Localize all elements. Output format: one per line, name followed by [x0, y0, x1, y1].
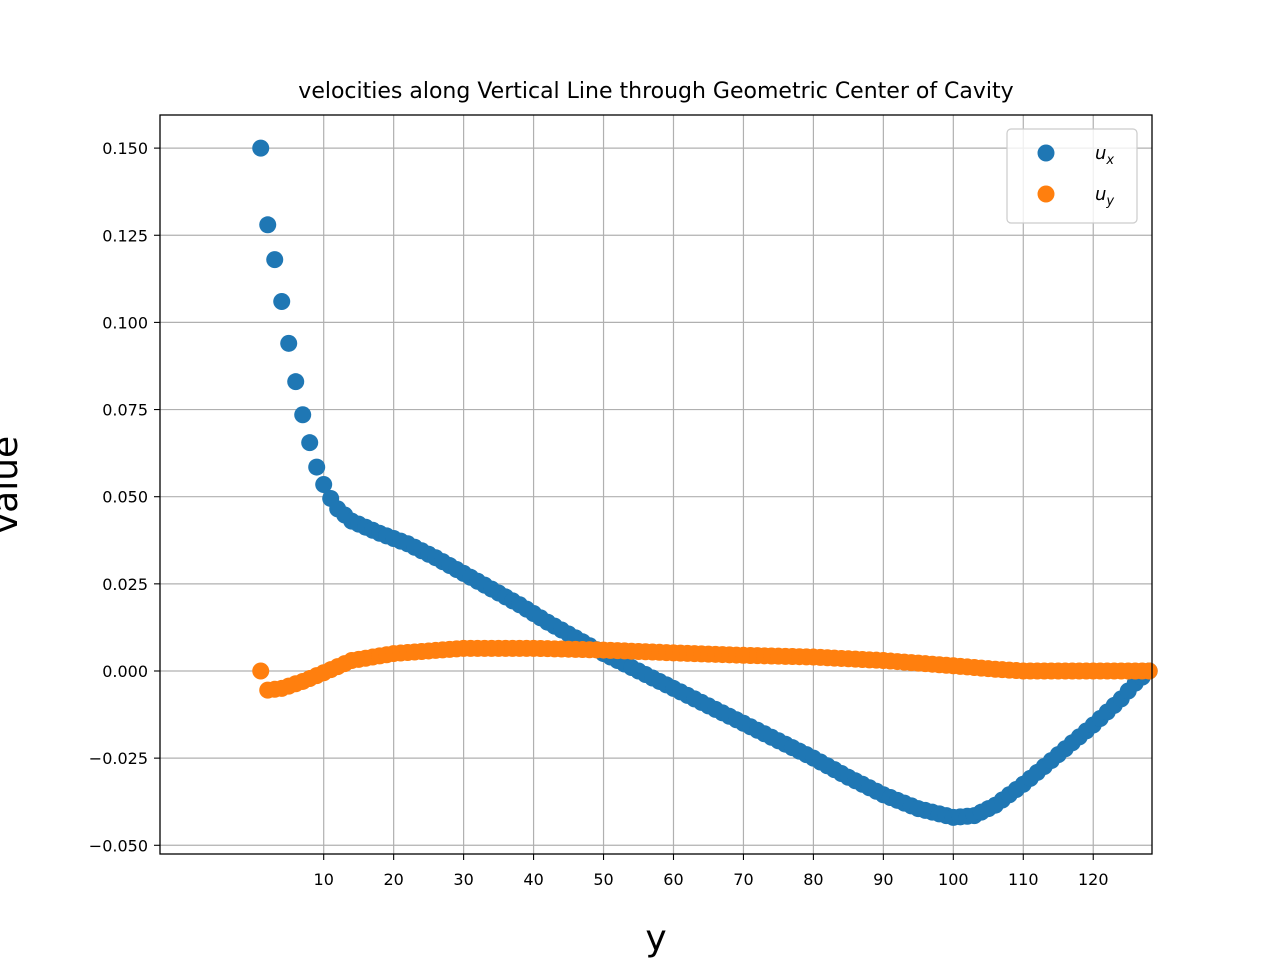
x-tick-label: 40	[523, 870, 543, 889]
y-tick-label: 0.100	[102, 313, 148, 332]
x-axis-label: y	[645, 918, 666, 959]
data-point-u_x	[280, 334, 298, 352]
data-point-u_x	[287, 373, 305, 391]
y-tick-label: 0.025	[102, 575, 148, 594]
data-point-u_x	[315, 476, 333, 493]
x-tick-label: 80	[803, 870, 823, 889]
legend: ux uy	[1006, 128, 1138, 224]
x-tick-label: 120	[1078, 870, 1109, 889]
x-tick-label: 90	[873, 870, 893, 889]
y-tick-label: −0.025	[89, 749, 148, 768]
x-tick-label: 50	[593, 870, 613, 889]
legend-label-u_y: uy	[1095, 184, 1114, 209]
legend-box	[1006, 128, 1138, 224]
x-tick-label: 10	[314, 870, 334, 889]
data-point-u_x	[266, 251, 284, 269]
y-tick-label: 0.125	[102, 226, 148, 245]
x-tick-label: 60	[663, 870, 683, 889]
series-layer	[252, 139, 1158, 826]
data-point-u_y	[252, 662, 270, 680]
y-axis-label: value	[0, 436, 26, 534]
legend-label-u_x: ux	[1095, 143, 1114, 168]
x-tick-label: 110	[1008, 870, 1039, 889]
y-tick-label: 0.150	[102, 139, 148, 158]
y-tick-label: 0.075	[102, 401, 148, 420]
plot-frame	[159, 114, 1153, 855]
y-tick-label: 0.050	[102, 488, 148, 507]
ticks: 10 20 30 40 50 60 70 80 90 100 110 120 −0.050 −0.025 0…	[89, 139, 1109, 889]
data-point-u_y	[1140, 662, 1158, 680]
series-u_y	[252, 639, 1158, 699]
y-tick-label: −0.050	[89, 836, 148, 855]
data-point-u_x	[273, 292, 291, 310]
data-point-u_x	[252, 139, 270, 157]
data-point-u_x	[308, 458, 326, 476]
data-point-u_x	[294, 406, 312, 424]
legend-marker-u_x	[1037, 144, 1055, 162]
legend-marker-u_y	[1037, 185, 1055, 203]
series-u_x	[252, 139, 1158, 826]
x-tick-label: 70	[733, 870, 753, 889]
chart-title: velocities along Vertical Line through G…	[298, 79, 1013, 104]
x-tick-label: 100	[938, 870, 969, 889]
data-point-u_x	[301, 434, 319, 452]
y-tick-label: 0.000	[102, 662, 148, 681]
x-tick-label: 20	[383, 870, 403, 889]
x-tick-label: 30	[453, 870, 473, 889]
data-point-u_x	[259, 216, 277, 234]
